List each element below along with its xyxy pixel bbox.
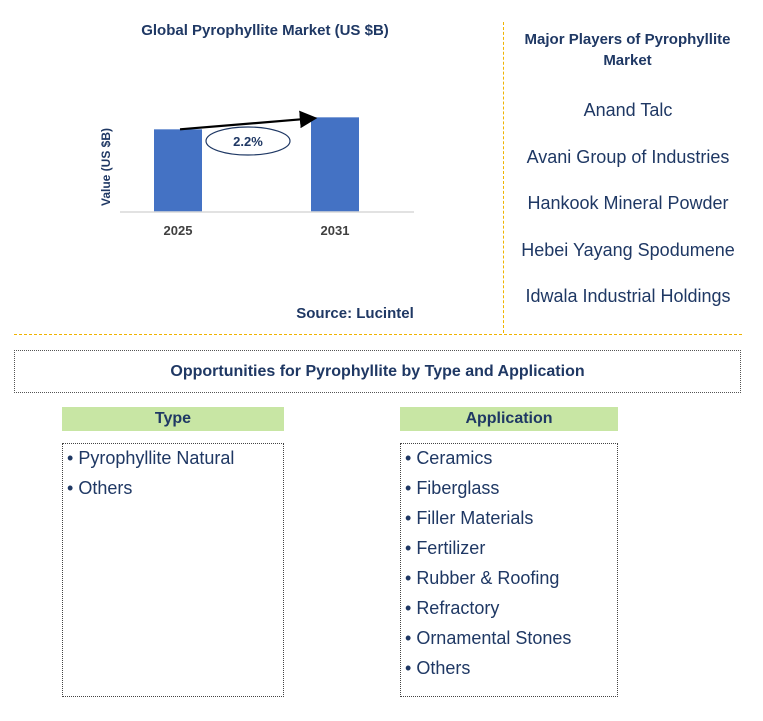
x-tick-label: 2031: [321, 223, 350, 238]
application-item-label: Rubber & Roofing: [416, 568, 560, 588]
application-item-label: Fertilizer: [416, 538, 486, 558]
application-item-label: Fiberglass: [416, 478, 500, 498]
players-title: Major Players of Pyrophyllite Market: [524, 31, 731, 69]
player-item: Hebei Yayang Spodumene: [521, 239, 735, 260]
application-item-label: Ceramics: [416, 448, 493, 468]
type-item: • Others: [67, 478, 133, 498]
players-list: Anand Talc Avani Group of Industries Han…: [505, 96, 751, 329]
player-item: Hankook Mineral Powder: [527, 193, 729, 213]
application-item: • Fiberglass: [405, 478, 500, 498]
application-item: • Refractory: [405, 598, 500, 618]
x-tick-label: 2025: [164, 223, 193, 238]
y-axis-label: Value (US $B): [99, 128, 113, 206]
application-item-label: Refractory: [416, 598, 500, 618]
application-list: • Ceramics • Fiberglass • Filler Materials …: [400, 443, 618, 697]
horizontal-divider: [14, 334, 742, 335]
player-item: Idwala Industrial Holdings: [525, 286, 731, 306]
growth-arrow: [179, 110, 318, 131]
chart-plot-area: Value (US $B) 2025 2031 2.2%: [99, 110, 414, 238]
opportunities-title: Opportunities for Pyrophyllite by Type a…: [170, 362, 585, 380]
application-item: • Fertilizer: [405, 538, 486, 558]
type-item-label: Pyrophyllite Natural: [78, 448, 235, 468]
bar-chart: Value (US $B) 2025 2031 2.2%: [99, 110, 414, 238]
application-item-label: Filler Materials: [416, 508, 534, 528]
application-item: • Rubber & Roofing: [405, 568, 560, 588]
vertical-divider: [503, 22, 504, 333]
application-item-label: Others: [416, 658, 471, 678]
cagr-label: 2.2%: [233, 134, 263, 149]
player-item: Avani Group of Industries: [526, 146, 730, 167]
cagr-ellipse: [205, 126, 291, 156]
application-item: • Filler Materials: [405, 508, 534, 528]
application-item: • Others: [405, 658, 471, 678]
chart-title: Global Pyrophyllite Market (US $B): [141, 22, 389, 39]
application-item: • Ceramics: [405, 448, 493, 468]
application-item: • Ornamental Stones: [405, 628, 572, 648]
opportunities-title-box: Opportunities for Pyrophyllite by Type a…: [14, 350, 741, 393]
bar-2031: [311, 117, 359, 212]
application-item-label: Ornamental Stones: [416, 628, 572, 648]
type-item-label: Others: [78, 478, 133, 498]
type-header: Type: [62, 407, 284, 431]
type-list: • Pyrophyllite Natural • Others: [62, 443, 284, 697]
player-item: Anand Talc: [583, 100, 673, 120]
bar-2025: [154, 129, 202, 212]
source-label: Source: Lucintel: [296, 305, 414, 322]
type-item: • Pyrophyllite Natural: [67, 448, 235, 468]
application-header: Application: [400, 407, 618, 431]
